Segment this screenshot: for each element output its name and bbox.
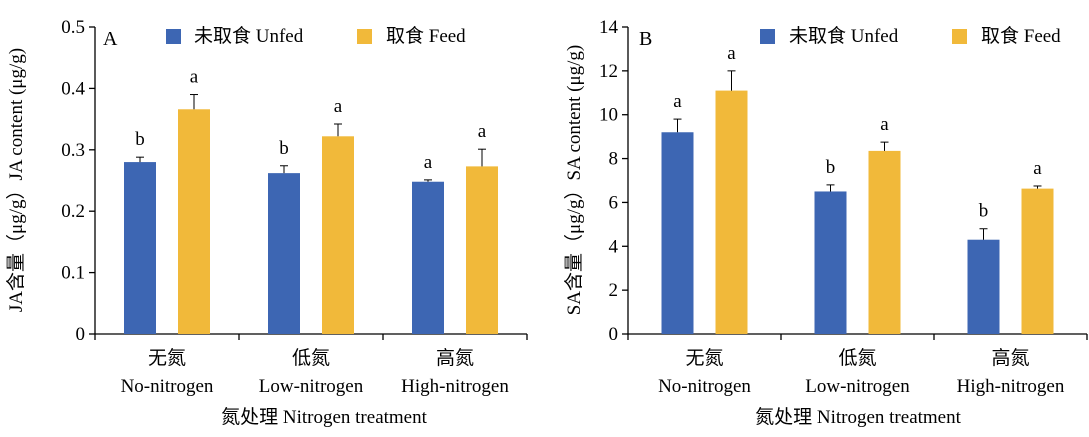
legend-label: 未取食 Unfed bbox=[789, 25, 899, 47]
legend-label: 未取食 Unfed bbox=[194, 25, 304, 47]
chart-panel-a: 0 0.1 0.2 0.3 0.4 0.5 b a 无氮 No-nitrogen b a 低氮 Low-n… bbox=[5, 17, 528, 428]
legend-label: 取食 Feed bbox=[981, 25, 1061, 47]
bar bbox=[967, 239, 1000, 334]
legend-swatch bbox=[760, 29, 775, 44]
legend-swatch bbox=[357, 29, 372, 44]
x-tick-label: 高氮 bbox=[991, 347, 1029, 369]
y-tick-label: 0.5 bbox=[61, 17, 85, 38]
chart-panel-b: 0 2 4 6 8 10 12 14 a a 无氮 No-nitrogen b a 低氮 Low-nitrog… bbox=[563, 17, 1088, 428]
significance-letter: a bbox=[727, 43, 736, 64]
significance-letter: a bbox=[334, 96, 343, 117]
y-tick-label: 8 bbox=[609, 149, 619, 170]
bar bbox=[814, 191, 847, 334]
significance-letter: b bbox=[979, 201, 989, 222]
y-tick-label: 0 bbox=[76, 324, 86, 345]
y-tick-label: 2 bbox=[609, 280, 619, 301]
legend-label: 取食 Feed bbox=[386, 25, 466, 47]
x-tick-label: 无氮 bbox=[148, 347, 186, 369]
significance-letter: a bbox=[424, 152, 433, 173]
bar bbox=[868, 150, 901, 334]
x-tick-label-en: High-nitrogen bbox=[957, 376, 1065, 397]
significance-letter: a bbox=[1033, 158, 1042, 179]
x-tick-label-en: No-nitrogen bbox=[658, 376, 751, 397]
y-tick-label: 14 bbox=[599, 17, 619, 38]
x-tick-label-en: No-nitrogen bbox=[121, 376, 214, 397]
bar bbox=[124, 162, 156, 334]
y-tick-label: 0.1 bbox=[61, 263, 85, 284]
legend-swatch bbox=[952, 29, 967, 44]
significance-letter: a bbox=[478, 121, 487, 142]
y-axis-title: SA含量（μg/g）SA content (μg/g) bbox=[563, 45, 585, 316]
x-tick-label-en: Low-nitrogen bbox=[259, 376, 364, 397]
bar bbox=[1021, 188, 1054, 334]
y-tick-label: 6 bbox=[609, 192, 619, 213]
bar bbox=[466, 166, 498, 334]
x-axis-title: 氮处理 Nitrogen treatment bbox=[221, 406, 428, 428]
significance-letter: a bbox=[190, 67, 199, 88]
panel-label: A bbox=[103, 28, 118, 50]
bar bbox=[412, 181, 444, 334]
x-tick-label-en: Low-nitrogen bbox=[805, 376, 910, 397]
y-tick-label: 0.4 bbox=[61, 78, 85, 99]
bar bbox=[661, 132, 694, 334]
bar bbox=[268, 173, 300, 334]
y-tick-label: 0.3 bbox=[61, 140, 85, 161]
legend-swatch bbox=[166, 29, 181, 44]
panel-label: B bbox=[639, 28, 652, 50]
x-axis-title: 氮处理 Nitrogen treatment bbox=[755, 406, 962, 428]
bar bbox=[322, 136, 354, 334]
y-tick-label: 4 bbox=[609, 236, 619, 257]
bar bbox=[178, 109, 210, 334]
x-tick-label-en: High-nitrogen bbox=[401, 376, 509, 397]
y-tick-label: 0.2 bbox=[61, 201, 85, 222]
x-tick-label: 低氮 bbox=[292, 347, 330, 369]
x-tick-label: 高氮 bbox=[436, 347, 474, 369]
significance-letter: a bbox=[880, 114, 889, 135]
x-tick-label: 无氮 bbox=[685, 347, 723, 369]
significance-letter: b bbox=[135, 129, 145, 150]
significance-letter: a bbox=[673, 91, 682, 112]
y-axis-title: JA含量（μg/g）JA content (μg/g) bbox=[5, 48, 27, 312]
bar bbox=[715, 90, 748, 334]
significance-letter: b bbox=[279, 138, 289, 159]
significance-letter: b bbox=[826, 157, 836, 178]
y-tick-label: 12 bbox=[599, 61, 618, 82]
y-tick-label: 0 bbox=[609, 324, 619, 345]
y-tick-label: 10 bbox=[599, 105, 618, 126]
x-tick-label: 低氮 bbox=[838, 347, 876, 369]
